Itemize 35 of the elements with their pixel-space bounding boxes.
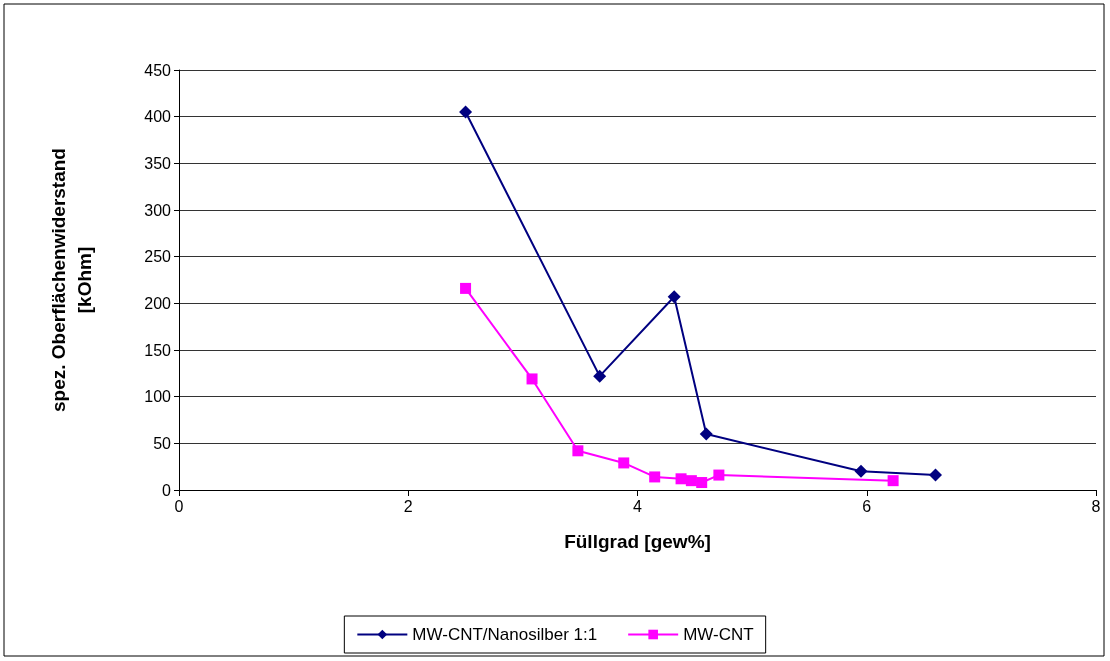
y-tick-label: 350: [144, 154, 172, 172]
y-tick-label: 100: [144, 388, 172, 406]
point: [593, 369, 607, 383]
legend-label: MW-CNT: [683, 625, 754, 644]
point: [459, 105, 473, 119]
y-axis-title: spez. Oberflächenwiderstand [kOhm]: [47, 148, 95, 412]
legend-label: MW-CNT/Nanosilber 1:1: [412, 625, 598, 644]
y-tick-label: 300: [144, 201, 172, 219]
point: [460, 282, 472, 294]
point: [696, 477, 708, 489]
point: [887, 475, 899, 487]
point: [675, 473, 687, 485]
y-tick-label: 250: [144, 248, 172, 266]
y-tick-label: 150: [144, 341, 172, 359]
y-tick-label: 450: [144, 61, 172, 79]
point: [685, 475, 697, 487]
x-tick-label: 4: [633, 497, 643, 515]
x-tick-label: 2: [403, 497, 413, 515]
point: [618, 457, 630, 469]
point: [929, 468, 943, 482]
point: [526, 373, 538, 385]
y-tick-label: 50: [153, 434, 172, 452]
point: [713, 469, 725, 481]
point: [572, 445, 584, 457]
x-tick-label: 8: [1091, 497, 1101, 515]
point: [854, 464, 868, 478]
x-axis-title: Füllgrad [gew%]: [564, 531, 711, 552]
y-tick-label: 200: [144, 294, 172, 312]
y-tick-label: 400: [144, 108, 172, 126]
point: [699, 427, 713, 441]
x-tick-label: 6: [862, 497, 872, 515]
point: [667, 290, 681, 304]
y-tick-label: 0: [162, 481, 172, 499]
x-tick-label: 0: [174, 497, 184, 515]
point: [649, 471, 661, 483]
